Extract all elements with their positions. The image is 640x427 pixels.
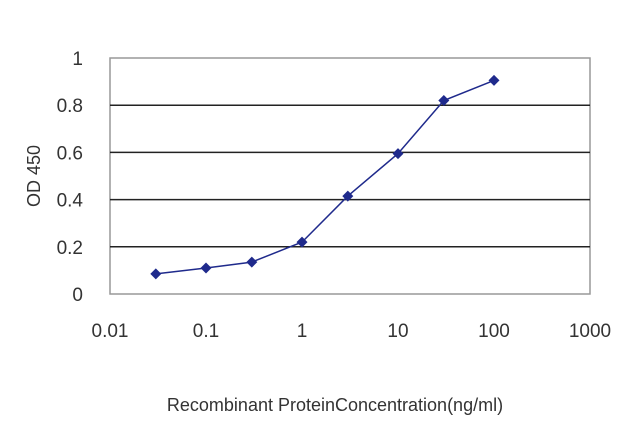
y-tick-label: 0.6: [57, 143, 83, 164]
x-tick-label: 1: [297, 321, 308, 342]
x-tick-label: 0.1: [193, 321, 219, 342]
data-point: [150, 268, 162, 280]
x-tick-label: 100: [478, 321, 510, 342]
y-tick-label: 0: [72, 285, 83, 306]
series: [150, 74, 500, 280]
y-tick-label: 0.2: [57, 238, 83, 259]
grid: [110, 104, 590, 248]
series-line: [155, 79, 495, 275]
x-tick-label: 10: [387, 321, 408, 342]
x-tick-label: 1000: [569, 321, 611, 342]
plot-area: [109, 57, 591, 295]
y-axis-title: OD 450: [24, 145, 44, 207]
data-point: [200, 262, 212, 274]
y-tick-label: 0.8: [57, 96, 83, 117]
x-tick-label: 0.01: [92, 321, 129, 342]
data-point: [296, 236, 308, 248]
y-tick-label: 1: [72, 49, 83, 70]
x-axis-title: Recombinant ProteinConcentration(ng/ml): [167, 395, 503, 415]
data-point: [342, 190, 354, 202]
y-tick-label: 0.4: [57, 191, 84, 212]
y-tick-labels: 0 0.2 0.4 0.6 0.8 1: [57, 49, 84, 306]
data-point: [392, 148, 404, 160]
x-tick-labels: 0.01 0.1 1 10 100 1000: [92, 321, 612, 342]
data-point: [438, 95, 450, 106]
data-point: [488, 74, 500, 86]
data-point: [246, 256, 258, 268]
